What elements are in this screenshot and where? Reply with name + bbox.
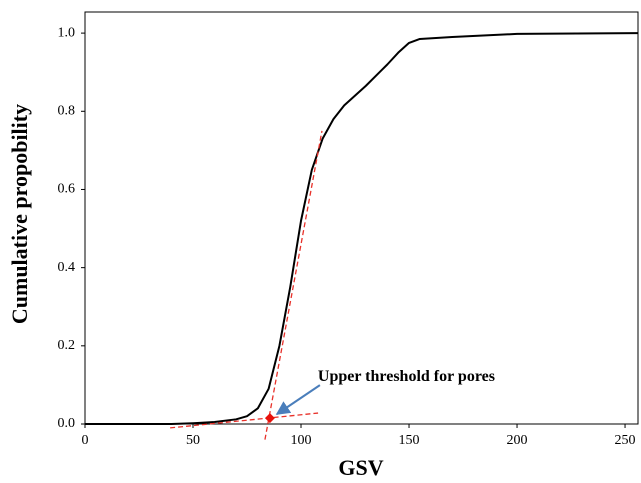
annotation-text: Upper threshold for pores xyxy=(318,368,495,385)
y-tick-label: 1.0 xyxy=(58,25,76,40)
tangent-line xyxy=(264,130,323,440)
y-tick-label: 0.2 xyxy=(58,338,76,353)
y-tick-label: 0.4 xyxy=(58,260,76,275)
x-tick-label: 150 xyxy=(399,433,420,448)
cdf-line xyxy=(85,32,639,425)
annotation-arrow xyxy=(275,384,321,415)
y-tick-label: 0.0 xyxy=(58,416,76,431)
x-axis-title: GSV xyxy=(338,455,383,480)
x-tick-label: 0 xyxy=(82,433,89,448)
x-tick-label: 100 xyxy=(291,433,312,448)
y-tick-label: 0.6 xyxy=(58,182,76,197)
y-tick-label: 0.8 xyxy=(58,104,76,119)
x-tick-label: 200 xyxy=(507,433,528,448)
x-tick-label: 250 xyxy=(615,433,636,448)
x-tick-label: 50 xyxy=(186,433,200,448)
threshold-marker xyxy=(264,413,275,424)
plot-frame xyxy=(84,11,639,425)
tangent-line xyxy=(170,412,319,429)
y-axis-title: Cumulative propobility xyxy=(7,104,32,324)
